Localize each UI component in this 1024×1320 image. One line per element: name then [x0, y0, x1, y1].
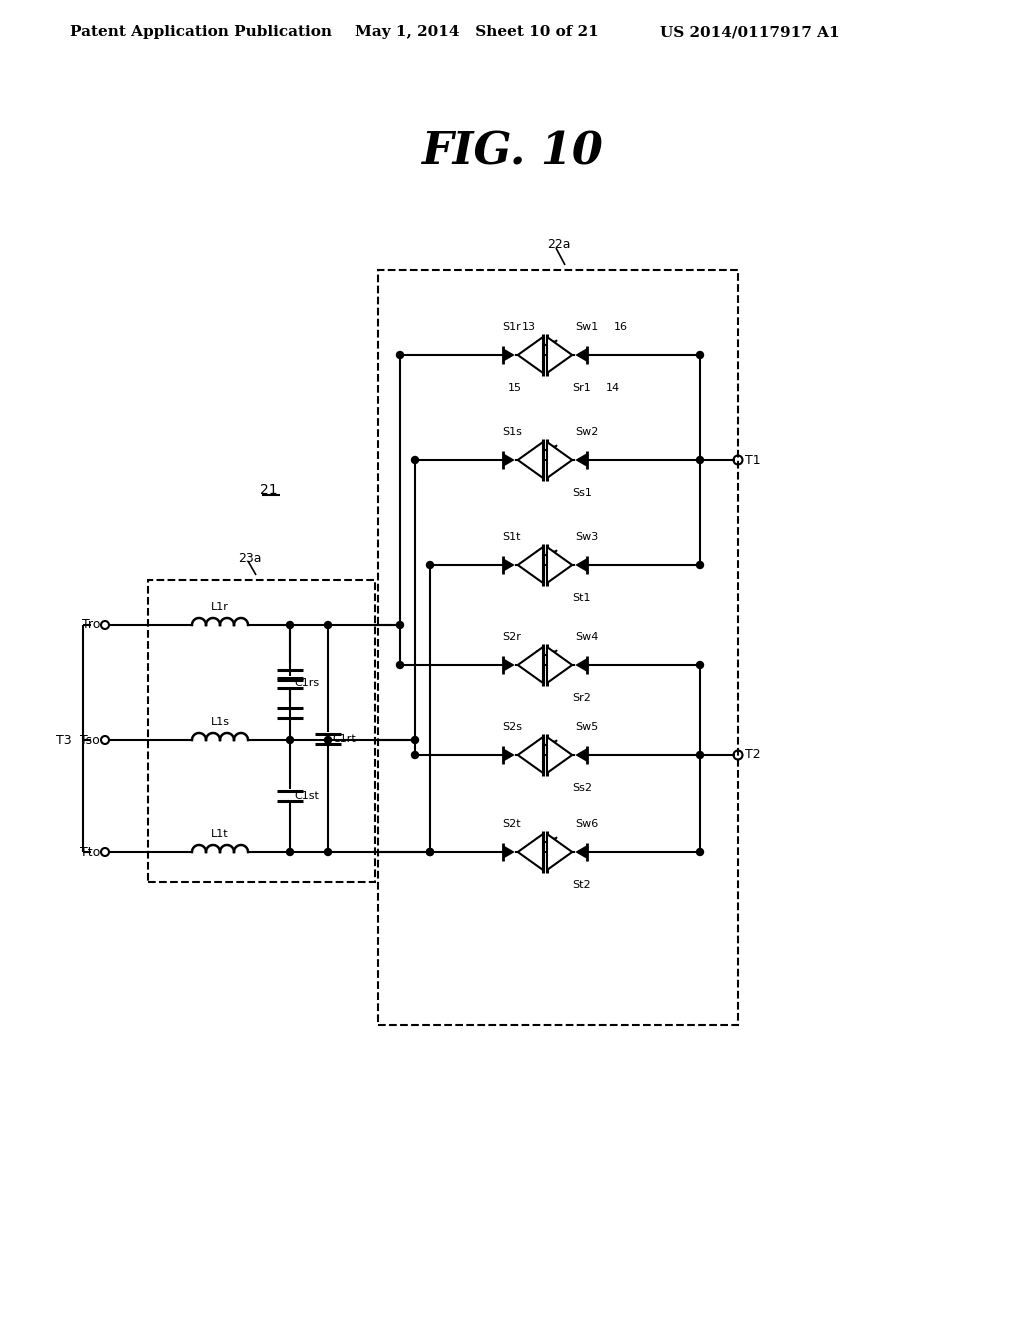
Text: Sw3: Sw3: [575, 532, 598, 543]
Polygon shape: [547, 647, 572, 682]
Polygon shape: [547, 546, 572, 583]
Text: Sw6: Sw6: [575, 818, 598, 829]
Circle shape: [287, 622, 294, 628]
Circle shape: [412, 457, 419, 463]
Text: St2: St2: [572, 880, 591, 890]
Text: Ss1: Ss1: [572, 488, 592, 498]
Polygon shape: [518, 546, 543, 583]
Text: St1: St1: [572, 593, 591, 603]
Circle shape: [696, 351, 703, 359]
Polygon shape: [547, 834, 572, 870]
Circle shape: [396, 351, 403, 359]
Text: 22a: 22a: [547, 239, 570, 252]
Text: S1s: S1s: [502, 426, 521, 437]
Text: Sr1: Sr1: [572, 383, 591, 393]
Circle shape: [396, 661, 403, 668]
Text: US 2014/0117917 A1: US 2014/0117917 A1: [660, 25, 840, 40]
Polygon shape: [503, 657, 515, 672]
Circle shape: [696, 661, 703, 668]
Polygon shape: [575, 453, 587, 467]
Text: Tro: Tro: [82, 619, 100, 631]
Circle shape: [325, 622, 332, 628]
Circle shape: [696, 849, 703, 855]
Polygon shape: [575, 657, 587, 672]
Text: Ss2: Ss2: [572, 783, 592, 793]
Polygon shape: [547, 337, 572, 374]
Circle shape: [412, 751, 419, 759]
Circle shape: [287, 737, 294, 743]
Circle shape: [412, 737, 419, 743]
Text: Patent Application Publication: Patent Application Publication: [70, 25, 332, 40]
Polygon shape: [575, 748, 587, 762]
Text: S2t: S2t: [502, 818, 520, 829]
Text: 16: 16: [613, 322, 628, 333]
Polygon shape: [503, 348, 515, 362]
Polygon shape: [503, 453, 515, 467]
Circle shape: [396, 622, 403, 628]
Text: Tto: Tto: [80, 846, 100, 858]
Text: T3: T3: [56, 734, 72, 747]
Text: 21: 21: [260, 483, 278, 498]
Circle shape: [325, 737, 332, 743]
Text: L1t: L1t: [211, 829, 228, 840]
Text: Tso: Tso: [80, 734, 100, 747]
Text: C1rs: C1rs: [294, 678, 319, 688]
Text: 23a: 23a: [238, 552, 261, 565]
Polygon shape: [547, 737, 572, 774]
Text: Sw1: Sw1: [575, 322, 598, 333]
Text: Sr2: Sr2: [572, 693, 591, 704]
Text: S2r: S2r: [502, 632, 520, 642]
Circle shape: [427, 849, 433, 855]
Text: T2: T2: [745, 748, 761, 762]
Circle shape: [427, 561, 433, 569]
Text: 13: 13: [522, 322, 536, 333]
Polygon shape: [518, 737, 543, 774]
Polygon shape: [518, 834, 543, 870]
Polygon shape: [547, 442, 572, 478]
Text: C1st: C1st: [294, 791, 318, 801]
Text: S1t: S1t: [502, 532, 520, 543]
Circle shape: [325, 849, 332, 855]
Text: Sw4: Sw4: [575, 632, 599, 642]
Text: Sw2: Sw2: [575, 426, 599, 437]
Circle shape: [427, 849, 433, 855]
Text: FIG. 10: FIG. 10: [421, 131, 603, 173]
Text: L1s: L1s: [211, 717, 229, 727]
Text: C1rt: C1rt: [332, 734, 355, 744]
Polygon shape: [575, 558, 587, 572]
Text: 14: 14: [605, 383, 620, 393]
Polygon shape: [503, 748, 515, 762]
Text: 15: 15: [508, 383, 522, 393]
Polygon shape: [575, 845, 587, 859]
Circle shape: [696, 561, 703, 569]
Text: S2s: S2s: [502, 722, 522, 733]
Text: S1r: S1r: [502, 322, 520, 333]
Text: May 1, 2014   Sheet 10 of 21: May 1, 2014 Sheet 10 of 21: [355, 25, 599, 40]
Polygon shape: [503, 845, 515, 859]
Circle shape: [696, 751, 703, 759]
Polygon shape: [503, 558, 515, 572]
Polygon shape: [575, 348, 587, 362]
Circle shape: [696, 457, 703, 463]
Polygon shape: [518, 647, 543, 682]
Circle shape: [287, 849, 294, 855]
Text: T1: T1: [745, 454, 761, 466]
Polygon shape: [518, 337, 543, 374]
Polygon shape: [518, 442, 543, 478]
Text: Sw5: Sw5: [575, 722, 598, 733]
Text: L1r: L1r: [211, 602, 229, 612]
